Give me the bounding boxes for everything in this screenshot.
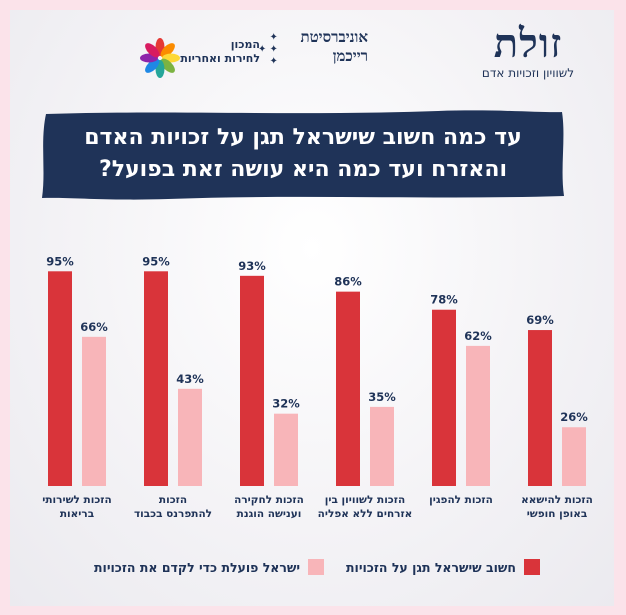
bar-important-3: [240, 275, 264, 486]
data-label-actual-2: 43%: [176, 372, 204, 386]
chart-title: עד כמה חשוב שישראל תגן על זכויות האדם וה…: [48, 122, 558, 186]
data-label-important-4: 86%: [334, 275, 362, 289]
zulat-logo-subtitle: לשוויון וזכויות אדם: [481, 66, 575, 80]
data-label-actual-6: 26%: [560, 410, 588, 424]
data-label-actual-4: 35%: [368, 390, 396, 404]
bar-important-1: [48, 271, 72, 486]
chart-title-line1: עד כמה חשוב שישראל תגן על זכויות האדם: [84, 125, 522, 150]
category-label-1-line1: הזכות לשירותי: [42, 494, 111, 506]
flower-icon: [140, 38, 180, 78]
category-label-3-line1: הזכות לחקירה: [234, 494, 304, 506]
institute-logo-text: המכון לחירות ואחריות: [180, 38, 260, 66]
bar-actual-4: [370, 406, 394, 486]
zulat-logo: זולת לשוויון וזכויות אדם: [458, 22, 598, 92]
bar-actual-2: [178, 388, 202, 486]
institute-logo: המכון לחירות ואחריות: [140, 36, 260, 86]
category-label-2-line2: להתפרנס בכבוד: [134, 508, 212, 520]
category-label-6-line2: באופן חופשי: [527, 508, 588, 520]
zulat-logo-mark: זולת: [493, 20, 563, 67]
legend-swatch-important: [524, 559, 540, 575]
data-label-actual-5: 62%: [464, 329, 492, 343]
category-label-5-line1: הזכות להפגין: [429, 494, 493, 506]
bar-important-5: [432, 309, 456, 486]
data-label-important-6: 69%: [526, 313, 554, 327]
data-label-important-5: 78%: [430, 293, 458, 307]
institute-logo-line1: המכון: [230, 38, 260, 51]
legend-item-actual: ישראל פועלת כדי לקדם את הזכויות: [94, 556, 325, 578]
title-banner: עד כמה חשוב שישראל תגן על זכויות האדם וה…: [38, 108, 568, 202]
infographic-panel: [10, 10, 614, 606]
bar-actual-3: [274, 413, 298, 486]
institute-logo-line2: לחירות ואחריות: [180, 52, 260, 65]
category-label-6-line1: הזכות להישאא: [521, 494, 593, 506]
data-label-important-2: 95%: [142, 254, 170, 268]
category-label-4-line1: הזכות לשוויון בין: [325, 494, 405, 506]
bar-actual-6: [562, 427, 586, 486]
data-label-important-3: 93%: [238, 259, 266, 273]
banner-shape: [42, 110, 564, 200]
bar-actual-1: [82, 336, 106, 486]
legend-label-important: חשוב שישראל תגן על הזכויות: [346, 559, 516, 575]
reichman-logo-line2: רייכמן: [332, 47, 368, 65]
legend-swatch-actual: [308, 559, 325, 575]
data-label-important-1: 95%: [46, 254, 74, 268]
category-label-3-line2: וענישה הוגנת: [237, 508, 302, 520]
legend-item-important: חשוב שישראל תגן על הזכויות: [346, 556, 540, 578]
reichman-logo-line1: אוניברסיטת: [300, 28, 368, 46]
data-label-actual-3: 32%: [272, 397, 300, 411]
legend-label-actual: ישראל פועלת כדי לקדם את הזכויות: [94, 559, 301, 575]
data-label-actual-1: 66%: [80, 320, 108, 334]
bar-important-6: [528, 330, 552, 486]
bar-important-2: [144, 271, 168, 486]
bar-actual-5: [466, 345, 490, 486]
chart-title-line2: והאזרח ועד כמה היא עושה זאת בפועל?: [98, 157, 508, 182]
bar-important-4: [336, 291, 360, 486]
category-label-2-line1: הזכות: [159, 494, 187, 506]
reichman-logo: ✦ ✦ ✦ ✦ אוניברסיטת רייכמן: [258, 28, 368, 88]
category-label-1-line2: בריאות: [60, 508, 94, 520]
category-label-4-line2: אזרחים ללא אפליה: [318, 508, 413, 520]
stars-icon: ✦ ✦ ✦ ✦: [258, 32, 278, 67]
